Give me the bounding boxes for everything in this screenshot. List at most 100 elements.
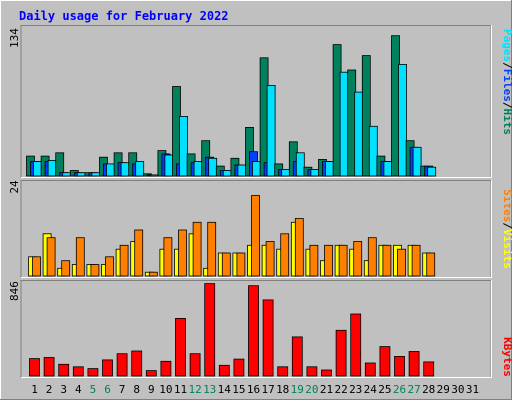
ymax-label-top: 134 [8,28,21,48]
day-label-29: 29 [437,383,450,396]
bar-sites-day-12 [192,221,202,277]
bar-kbytes-day-20 [306,366,318,377]
bar-pages-day-5 [91,172,101,177]
bar-sites-day-4 [75,237,85,277]
bar-kbytes-day-22 [335,329,347,377]
legend-middle: Sites/Visits [501,189,512,269]
bar-sites-day-22 [338,244,348,277]
bar-sites-day-27 [411,244,421,277]
bar-kbytes-day-25 [379,346,391,377]
bar-kbytes-day-17 [262,299,274,377]
bar-kbytes-day-19 [291,336,303,377]
ymax-label-bottom: 846 [8,281,21,301]
legend-visits: Visits [501,229,512,269]
bar-kbytes-day-13 [204,283,216,377]
bar-sites-day-19 [294,218,304,277]
day-label-31: 31 [466,383,479,396]
day-label-21: 21 [320,383,333,396]
bar-pages-day-2 [47,160,57,177]
day-label-14: 14 [218,383,232,396]
bar-sites-day-2 [46,237,56,277]
day-label-13: 13 [203,383,216,396]
day-label-6: 6 [104,383,111,396]
legend-top: Pages/Files/Hits [501,29,512,135]
bar-kbytes-day-23 [350,313,362,377]
bar-pages-day-11 [179,116,188,177]
day-label-8: 8 [133,383,140,396]
day-label-23: 23 [349,383,362,396]
day-label-15: 15 [232,383,245,396]
bar-pages-day-20 [310,168,320,177]
day-label-1: 1 [31,383,38,396]
bar-sites-day-9 [148,271,158,277]
bar-sites-day-11 [178,229,187,277]
day-label-27: 27 [407,383,420,396]
bar-pages-day-10 [164,154,174,177]
bar-sites-day-3 [61,260,71,277]
legend-hits: Hits [501,109,512,136]
bar-kbytes-day-5 [87,368,99,377]
bar-kbytes-day-3 [58,363,70,377]
day-label-2: 2 [46,383,53,396]
bar-sites-day-18 [280,233,290,277]
bar-kbytes-day-4 [72,366,84,377]
bar-kbytes-day-15 [233,358,245,377]
bar-pages-day-13 [208,157,218,177]
bar-kbytes-day-28 [423,361,435,377]
bar-kbytes-day-18 [277,366,289,377]
bar-pages-day-23 [354,91,364,177]
bar-kbytes-day-10 [160,360,172,377]
bar-pages-day-26 [398,64,407,177]
bar-kbytes-day-6 [102,359,113,377]
bars-top-panel [26,35,437,177]
bar-pages-day-28 [427,166,437,177]
bar-kbytes-day-16 [248,285,259,377]
bar-pages-day-22 [339,71,349,177]
day-label-12: 12 [188,383,201,396]
bar-sites-day-8 [134,229,144,277]
ymax-label-middle: 24 [8,180,21,194]
bar-pages-day-15 [237,164,247,177]
bar-sites-day-25 [382,244,392,277]
bar-kbytes-day-26 [394,355,405,377]
bar-pages-day-21 [325,161,334,177]
bar-kbytes-day-9 [145,370,157,377]
bar-pages-day-18 [281,168,291,177]
bar-pages-day-9 [149,174,159,177]
day-label-22: 22 [334,383,347,396]
bar-pages-day-25 [383,161,393,177]
bar-pages-day-14 [222,170,232,177]
day-label-3: 3 [60,383,67,396]
bar-sites-day-14 [221,252,231,277]
panel-frame-top [20,25,492,178]
day-label-30: 30 [451,383,464,396]
bar-kbytes-day-27 [408,351,420,377]
legend-sep-1: / [501,62,512,69]
bar-sites-day-5 [90,264,100,277]
day-label-17: 17 [261,383,274,396]
legend-sep-2: / [501,102,512,109]
legend-sites: Sites [501,189,512,222]
day-label-10: 10 [159,383,172,396]
bar-kbytes-day-21 [321,369,332,377]
bar-pages-day-4 [76,172,86,177]
bar-kbytes-day-2 [43,357,55,377]
day-label-16: 16 [247,383,260,396]
bar-sites-day-10 [163,237,173,277]
legend-sep-3: / [501,222,512,229]
day-label-5: 5 [90,383,97,396]
bar-sites-day-15 [236,252,246,277]
legend-files: Files [501,69,512,102]
bar-sites-day-17 [265,241,275,277]
day-label-18: 18 [276,383,289,396]
bar-pages-day-19 [295,152,305,177]
day-label-26: 26 [393,383,406,396]
day-label-20: 20 [305,383,318,396]
day-label-11: 11 [174,383,187,396]
bar-sites-day-20 [309,244,319,277]
legend-pages: Pages [501,29,512,62]
bar-pages-day-16 [252,161,261,177]
bar-pages-day-6 [106,163,115,177]
bar-kbytes-day-12 [189,353,201,377]
